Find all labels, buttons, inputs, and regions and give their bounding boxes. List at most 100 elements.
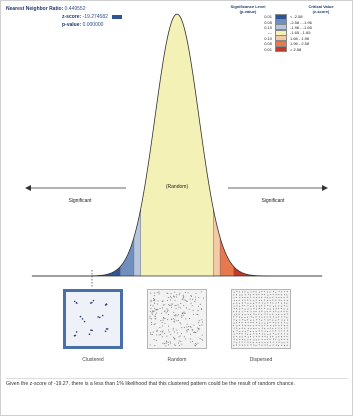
pattern-point (154, 310, 156, 312)
pattern-point (178, 294, 180, 296)
random-label-thumb: Random (167, 357, 187, 363)
pattern-point (267, 325, 269, 327)
pattern-point (275, 302, 277, 304)
pattern-point (183, 336, 185, 338)
pattern-point (180, 333, 183, 335)
pattern-point (175, 304, 177, 307)
pattern-point (269, 291, 271, 293)
pattern-point (283, 338, 285, 340)
pattern-point (197, 322, 199, 324)
pattern-point (286, 296, 288, 298)
pattern-point (161, 336, 163, 338)
pattern-point (280, 302, 283, 304)
pattern-point (185, 299, 187, 301)
pattern-point (169, 341, 171, 343)
pattern-point (250, 313, 252, 315)
pattern-point (164, 317, 166, 319)
pattern-point (157, 309, 159, 311)
pattern-point (178, 306, 180, 308)
pattern-point (261, 342, 263, 344)
pattern-point (261, 310, 263, 312)
pattern-point (172, 329, 174, 331)
pattern-point (286, 291, 288, 293)
pattern-point (183, 326, 185, 328)
pattern-point (247, 297, 249, 299)
pattern-point (275, 336, 277, 338)
pattern-point (201, 324, 203, 326)
pattern-point (244, 319, 246, 321)
pattern-point (164, 310, 166, 312)
pattern-point (264, 344, 266, 346)
pattern-point (195, 343, 197, 345)
pattern-point (253, 296, 255, 298)
pattern-point (79, 315, 82, 318)
pattern-point (233, 297, 235, 299)
pattern-point (239, 294, 241, 296)
pattern-point (179, 292, 181, 294)
z-score-value: -19.274582 (82, 14, 108, 20)
pattern-point (247, 330, 249, 332)
pattern-point (235, 327, 238, 329)
pattern-point (168, 329, 170, 331)
pattern-point (256, 333, 258, 335)
pattern-point (272, 302, 274, 304)
pattern-point (152, 331, 154, 333)
pattern-point (153, 292, 155, 294)
pattern-point (286, 294, 288, 296)
pattern-point (168, 313, 170, 316)
clustered-pattern-thumbnail (63, 289, 123, 349)
pattern-point (252, 342, 254, 344)
curve-band (140, 14, 214, 276)
pattern-point (244, 308, 246, 310)
pattern-point (249, 336, 251, 338)
pattern-point (173, 321, 175, 323)
pattern-point (241, 302, 243, 304)
pattern-point (272, 311, 275, 313)
legend-z-range: 1.65 - 1.96 (290, 35, 310, 41)
pattern-point (286, 327, 288, 329)
pattern-point (171, 297, 173, 299)
pattern-point (264, 305, 266, 307)
pattern-point (190, 326, 192, 328)
pattern-point (173, 331, 175, 333)
interpretation-caption: Given the z-score of -19.27, there is a … (6, 378, 348, 388)
pattern-point (183, 304, 185, 306)
pattern-point (233, 294, 235, 296)
pattern-point (278, 319, 280, 321)
pattern-point (261, 330, 263, 332)
pattern-point (261, 307, 263, 310)
pattern-point (267, 333, 269, 335)
pattern-point (266, 299, 268, 301)
pattern-point (154, 323, 156, 325)
pattern-point (253, 311, 255, 313)
pattern-point (269, 319, 271, 321)
pattern-point (280, 296, 282, 298)
pattern-point (258, 294, 260, 296)
pattern-point (275, 327, 277, 329)
pattern-point (247, 321, 249, 324)
pattern-point (263, 293, 266, 295)
pattern-point (284, 319, 286, 321)
pattern-point (197, 305, 199, 307)
pattern-point (172, 327, 174, 329)
pattern-point (150, 299, 152, 301)
pattern-point (235, 296, 237, 298)
pattern-point (269, 333, 271, 335)
pattern-point (236, 335, 238, 338)
pattern-point (244, 325, 246, 327)
pattern-point (269, 297, 271, 299)
pattern-point (239, 336, 241, 338)
pattern-point (192, 298, 194, 300)
pattern-point (194, 296, 196, 298)
pattern-point (74, 334, 77, 337)
pattern-point (188, 308, 190, 310)
pattern-point (247, 302, 249, 304)
pattern-point (152, 305, 154, 307)
pattern-point (242, 330, 244, 332)
pattern-point (169, 299, 171, 301)
pattern-point (277, 322, 280, 324)
pattern-point (272, 344, 274, 346)
pattern-point (266, 311, 268, 313)
pattern-point (150, 301, 152, 303)
pattern-point (150, 318, 153, 320)
